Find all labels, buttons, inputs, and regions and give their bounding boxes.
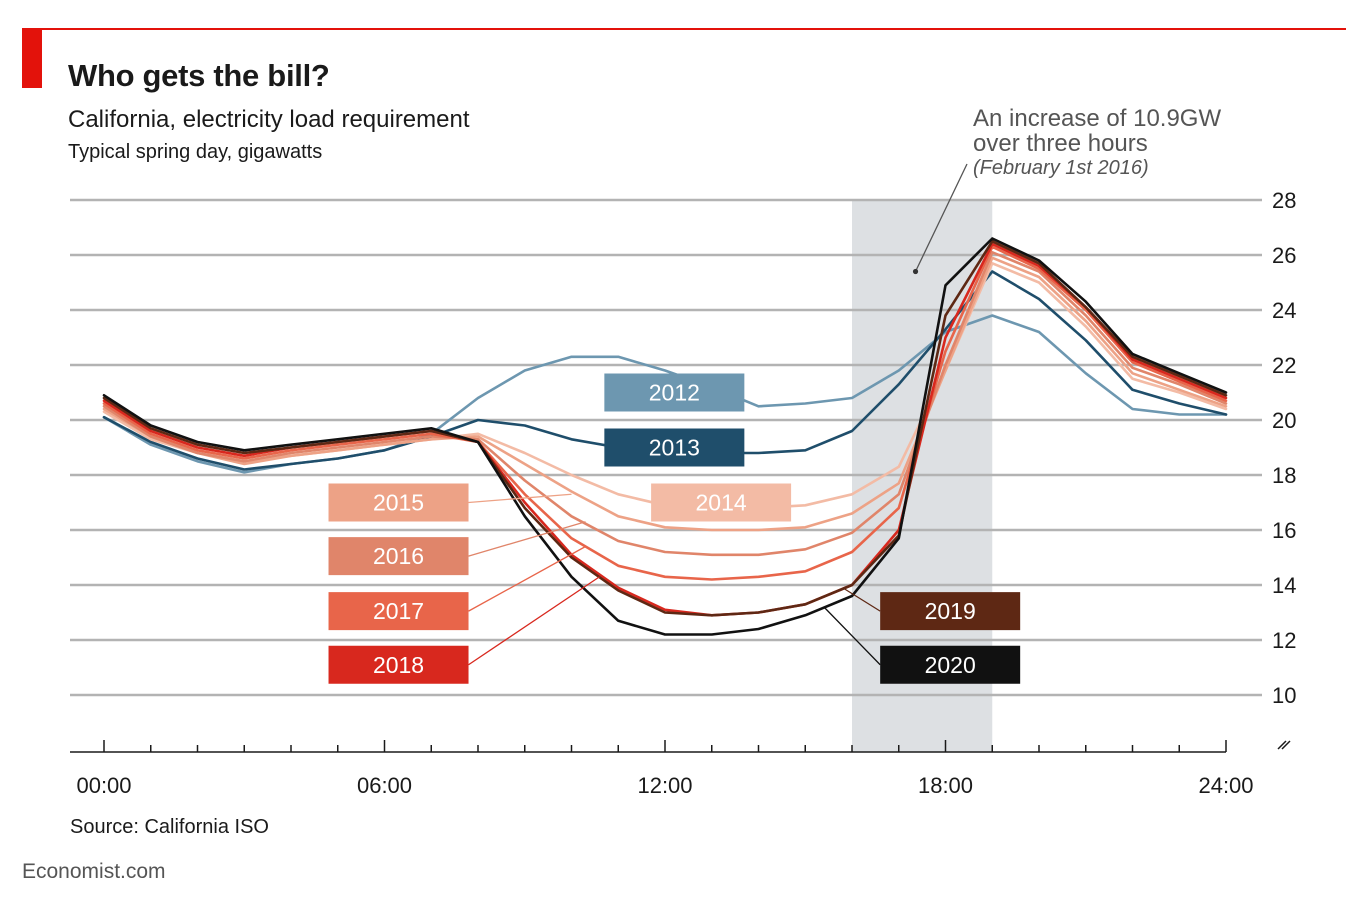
- series-label-box-2017: [328, 592, 469, 631]
- y-tick-label: 12: [1272, 628, 1296, 653]
- series-label-box-2013: [604, 428, 745, 467]
- series-label-box-2018: [328, 645, 469, 684]
- annotation-pointer: [914, 163, 968, 272]
- series-line-2016: [102, 251, 1228, 557]
- series-label-box-2016: [328, 537, 469, 576]
- series-line-2015: [102, 256, 1228, 532]
- axis-break-mark: [1277, 740, 1291, 750]
- annotation-line-2: over three hours: [973, 130, 1148, 157]
- y-tick-label: 10: [1272, 683, 1296, 708]
- series-label-2013: 2013: [649, 435, 700, 461]
- series-label-box-2014: [651, 483, 792, 522]
- x-tick-label: 12:00: [637, 773, 692, 798]
- series-label-box-2019: [880, 592, 1021, 631]
- x-tick-label: 18:00: [918, 773, 973, 798]
- leader-line-2020: [823, 606, 881, 666]
- y-tick-label: 18: [1272, 463, 1296, 488]
- y-tick-label: 26: [1272, 243, 1296, 268]
- leader-line-2018: [468, 576, 600, 666]
- series-label-box-2015: [328, 483, 469, 522]
- leader-line-2017: [468, 545, 586, 612]
- y-tick-label: 20: [1272, 408, 1296, 433]
- series-line-2017: [102, 245, 1228, 581]
- brand-tag: [22, 28, 42, 88]
- series-label-2015: 2015: [373, 490, 424, 516]
- series-line-2020: [102, 237, 1228, 636]
- x-tick-label: 24:00: [1198, 773, 1253, 798]
- x-tick-label: 00:00: [76, 773, 131, 798]
- series-label-box-2012: [604, 373, 745, 412]
- y-tick-label: 24: [1272, 298, 1296, 323]
- leader-line-2016: [468, 521, 586, 557]
- annotation-note: (February 1st 2016): [973, 157, 1149, 179]
- chart-subtitle: California, electricity load requirement: [68, 106, 470, 133]
- series-line-2019: [102, 240, 1228, 617]
- series-label-2017: 2017: [373, 598, 424, 624]
- chart-title: Who gets the bill?: [68, 58, 330, 93]
- x-tick-label: 06:00: [357, 773, 412, 798]
- series-label-2018: 2018: [373, 652, 424, 678]
- series-label-2014: 2014: [696, 490, 747, 516]
- top-rule: [22, 28, 1346, 30]
- y-tick-label: 16: [1272, 518, 1296, 543]
- series-label-2020: 2020: [925, 652, 976, 678]
- series-label-box-2020: [880, 645, 1021, 684]
- chart-unit-label: Typical spring day, gigawatts: [68, 141, 323, 163]
- y-tick-label: 14: [1272, 573, 1296, 598]
- leader-line-2019: [842, 587, 881, 612]
- series-label-2019: 2019: [925, 598, 976, 624]
- series-label-2016: 2016: [373, 543, 424, 569]
- brand-site: Economist.com: [22, 860, 166, 883]
- y-tick-label: 22: [1272, 353, 1296, 378]
- annotation-dot: [912, 268, 919, 275]
- series-label-2012: 2012: [649, 380, 700, 406]
- annotation: An increase of 10.9GW over three hours (…: [973, 106, 1221, 181]
- leader-line-2015: [468, 493, 572, 504]
- y-tick-label: 28: [1272, 188, 1296, 213]
- source-note: Source: California ISO: [70, 816, 269, 838]
- annotation-line-1: An increase of 10.9GW: [973, 105, 1222, 132]
